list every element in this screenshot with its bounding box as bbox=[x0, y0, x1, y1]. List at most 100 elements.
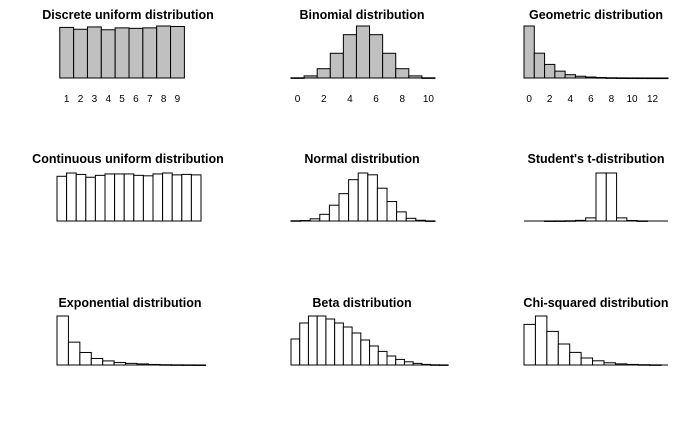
x-tick-label: 10 bbox=[626, 94, 638, 105]
chart-panel: Discrete uniform distribution 1 2 3 4 5 6 7 8 9 bbox=[42, 8, 214, 105]
x-tick-label: 0 bbox=[526, 94, 532, 105]
histogram-bar bbox=[307, 315, 318, 366]
histogram-bar bbox=[182, 364, 195, 366]
title-discrete-uniform: Discrete uniform distribution bbox=[42, 8, 214, 22]
histogram-bar bbox=[319, 213, 330, 222]
bar bbox=[585, 76, 597, 79]
histogram-bar bbox=[159, 364, 172, 366]
histogram-bar bbox=[90, 357, 104, 366]
x-tick-label: 0 bbox=[295, 94, 301, 105]
histogram-bar bbox=[299, 322, 309, 366]
histogram-bar bbox=[290, 338, 301, 366]
chart-panel: Beta distribution bbox=[290, 296, 449, 366]
x-tick-label: 5 bbox=[119, 94, 125, 105]
histogram-bar bbox=[360, 339, 371, 366]
title-exponential: Exponential distribution bbox=[58, 296, 201, 310]
histogram-bar bbox=[290, 220, 302, 222]
bar bbox=[355, 25, 371, 79]
chart-panel: Normal distribution bbox=[290, 152, 436, 222]
bar bbox=[73, 28, 88, 79]
histogram-bar bbox=[136, 363, 149, 366]
histogram-bar bbox=[569, 351, 582, 366]
histogram-bar bbox=[325, 318, 336, 366]
histogram-bar bbox=[79, 351, 92, 366]
bar bbox=[382, 52, 397, 79]
histogram-bar bbox=[142, 175, 154, 222]
histogram-bar bbox=[147, 363, 161, 366]
histogram-bar bbox=[386, 355, 397, 366]
histogram-bar bbox=[626, 363, 639, 366]
bar bbox=[554, 70, 566, 79]
x-tick-label: 4 bbox=[568, 94, 574, 105]
title-geometric: Geometric distribution bbox=[529, 8, 663, 22]
histogram-bar bbox=[386, 201, 398, 222]
histogram-bar bbox=[85, 176, 96, 222]
x-tick-label: 3 bbox=[92, 94, 98, 105]
histogram-bar bbox=[396, 211, 407, 222]
histogram-bar bbox=[369, 345, 379, 366]
bar bbox=[59, 26, 75, 79]
bar bbox=[544, 63, 556, 79]
histogram-bar bbox=[438, 364, 449, 366]
histogram-bar bbox=[554, 220, 566, 222]
histogram-bar bbox=[357, 172, 369, 222]
histogram-bar bbox=[649, 364, 662, 366]
x-tick-label: 6 bbox=[588, 94, 594, 105]
histogram-bar bbox=[342, 326, 353, 366]
histogram-bar bbox=[405, 217, 417, 222]
title-binomial: Binomial distribution bbox=[300, 8, 425, 22]
histogram-bar bbox=[564, 220, 576, 222]
histogram-bar bbox=[415, 219, 426, 222]
histogram-bar bbox=[412, 362, 423, 366]
bar bbox=[100, 29, 116, 79]
histogram-bar bbox=[348, 179, 359, 222]
bar bbox=[86, 26, 102, 79]
histogram-bar bbox=[67, 341, 81, 366]
bar bbox=[114, 27, 130, 79]
chart-panel: Exponential distribution bbox=[56, 296, 207, 366]
histogram-bar bbox=[113, 362, 127, 366]
x-tick-label: 9 bbox=[175, 94, 181, 105]
histogram-bar bbox=[309, 218, 321, 222]
histogram-bar bbox=[94, 174, 106, 222]
bar bbox=[170, 25, 185, 79]
bar bbox=[574, 75, 587, 79]
histogram-bar bbox=[592, 360, 605, 366]
bar bbox=[408, 75, 423, 79]
histogram-bar bbox=[66, 172, 77, 222]
histogram-bar bbox=[193, 364, 207, 366]
histogram-bar bbox=[376, 187, 388, 222]
histogram-bar bbox=[351, 332, 362, 366]
histogram-bar bbox=[585, 217, 597, 222]
x-tick-label: 8 bbox=[161, 94, 167, 105]
x-tick-label: 7 bbox=[147, 94, 153, 105]
bar bbox=[657, 77, 669, 80]
bar bbox=[369, 34, 384, 79]
histogram-bar bbox=[626, 219, 638, 222]
histogram-bar bbox=[328, 204, 340, 222]
histogram-bar bbox=[190, 174, 202, 222]
histogram-bar bbox=[595, 172, 607, 222]
x-tick-label: 2 bbox=[547, 94, 553, 105]
title-chi-squared: Chi-squared distribution bbox=[523, 296, 668, 310]
bar bbox=[303, 75, 318, 79]
bar bbox=[595, 77, 607, 79]
histogram-bar bbox=[171, 174, 183, 222]
histogram-bar bbox=[133, 174, 144, 222]
title-student-t: Student's t-distribution bbox=[528, 152, 665, 166]
bar bbox=[605, 77, 618, 79]
histogram-bar bbox=[523, 323, 536, 366]
histogram-bar bbox=[636, 220, 648, 222]
histogram-bar bbox=[367, 174, 378, 222]
x-tick-label: 2 bbox=[321, 94, 327, 105]
x-tick-label: 6 bbox=[133, 94, 139, 105]
bar bbox=[290, 77, 305, 79]
histogram-bar bbox=[170, 364, 184, 366]
histogram-bar bbox=[614, 363, 628, 366]
title-normal: Normal distribution bbox=[304, 152, 419, 166]
x-tick-label: 8 bbox=[399, 94, 405, 105]
bar bbox=[646, 77, 659, 80]
bar bbox=[342, 34, 357, 79]
histogram-bar bbox=[603, 362, 616, 366]
